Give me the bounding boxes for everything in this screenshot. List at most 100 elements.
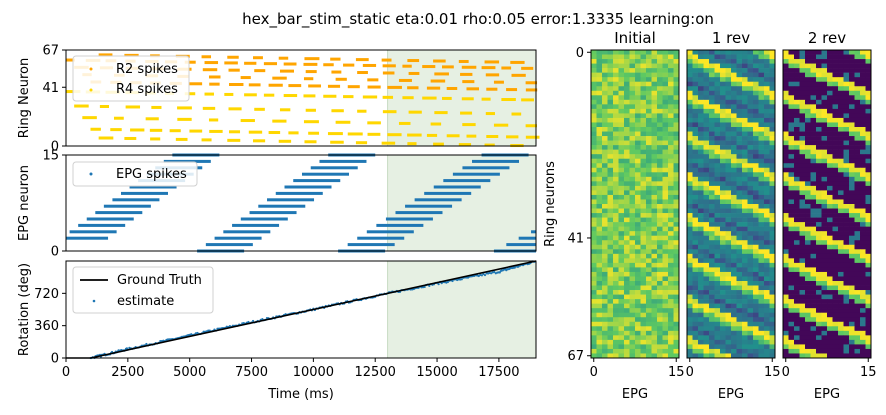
heatmap-cell — [860, 99, 866, 105]
heatmap-cell — [827, 308, 833, 314]
heatmap-cell — [805, 63, 811, 69]
heatmap-cell — [860, 290, 866, 295]
heatmap-cell — [673, 344, 680, 350]
heatmap-cell — [849, 140, 855, 146]
r4-spike-mark — [189, 129, 203, 133]
heatmap-cell — [607, 317, 614, 323]
heatmap-cell — [838, 199, 844, 205]
heatmap-cell — [668, 81, 674, 87]
heatmap-cell — [624, 81, 630, 87]
heatmap-cell — [657, 136, 663, 141]
heatmap-cell — [849, 344, 855, 350]
heatmap-cell — [591, 172, 597, 178]
heatmap-cell — [865, 235, 872, 241]
r2-spike-mark — [510, 60, 525, 64]
heatmap-cell — [832, 145, 839, 150]
heatmap-cell — [692, 145, 699, 150]
heatmap-cell — [816, 117, 822, 123]
heatmap-cell — [624, 167, 630, 173]
heatmap-cell — [849, 117, 855, 123]
heatmap-cell — [838, 321, 844, 327]
heatmap-cell — [662, 113, 669, 119]
heatmap-cell — [635, 303, 641, 309]
heatmap-cell — [651, 267, 658, 273]
heatmap-cell — [687, 244, 693, 250]
heatmap-cell — [805, 281, 811, 286]
heatmap-cell — [646, 344, 652, 350]
heatmap-cell — [624, 240, 630, 246]
heatmap-cell — [753, 190, 759, 196]
heatmap-cell — [810, 149, 817, 155]
heatmap-cell — [799, 348, 806, 354]
heatmap-cell — [613, 181, 619, 187]
heatmap-cell — [607, 90, 614, 96]
heatmap-cell — [714, 222, 721, 227]
heatmap-cell — [662, 108, 669, 114]
r4-spike-mark — [387, 133, 402, 137]
heatmap-cell — [799, 108, 806, 114]
heatmap-cell — [602, 267, 608, 273]
heatmap-cell — [698, 104, 704, 110]
heatmap-cell — [613, 235, 619, 241]
heatmap-cell — [662, 294, 669, 300]
heatmap-cell — [816, 335, 822, 341]
heatmap-cell — [742, 321, 748, 327]
heatmap-cell — [758, 348, 765, 354]
heatmap-cell — [596, 86, 603, 92]
heatmap-cell — [613, 127, 619, 132]
heatmap-cell — [753, 122, 759, 128]
heatmap-cell — [731, 108, 737, 114]
heatmap-cell — [758, 113, 765, 119]
heatmap-cell — [596, 176, 603, 182]
heatmap-cell — [821, 154, 828, 160]
heatmap-cell — [860, 108, 866, 114]
heatmap-cell — [860, 235, 866, 241]
heatmap-cell — [865, 122, 872, 128]
heatmap-cell — [673, 81, 680, 87]
heatmap-cell — [865, 258, 872, 264]
heatmap-cell — [758, 326, 765, 332]
heatmap-cell — [783, 267, 789, 273]
heatmap-cell — [849, 308, 855, 314]
heatmap-cell — [607, 244, 614, 250]
heatmap-cell — [692, 308, 699, 314]
heatmap-cell — [714, 154, 721, 160]
heatmap-cell — [651, 158, 658, 164]
heatmap-cell — [673, 299, 680, 304]
heatmap-cell — [692, 54, 699, 60]
heatmap-cell — [591, 194, 597, 200]
heatmap-cell — [736, 249, 743, 255]
estimate-point — [251, 319, 255, 323]
heatmap-cell — [657, 127, 663, 132]
estimate-point — [437, 283, 440, 286]
heatmap-cell — [709, 158, 715, 164]
heatmap-cell — [783, 249, 789, 255]
heatmap-cell — [692, 299, 699, 304]
heatmap-cell — [618, 176, 625, 182]
heatmap-cell — [843, 321, 850, 327]
heatmap-cell — [635, 240, 641, 246]
heatmap-cell — [747, 290, 754, 295]
heatmap-cell — [832, 262, 839, 268]
heatmap-cell — [747, 240, 754, 246]
heatmap-cell — [629, 281, 636, 286]
heatmap-cell — [646, 240, 652, 246]
heatmap-cell — [731, 303, 737, 309]
heatmap-cell — [810, 176, 817, 182]
heatmap-cell — [698, 217, 704, 223]
legend-epg-marker — [89, 172, 93, 176]
heatmap-cell — [769, 335, 776, 341]
heatmap-cell — [668, 149, 674, 155]
heatmap-cell — [758, 267, 765, 273]
heatmap-cell — [596, 90, 603, 96]
r2-spike-mark — [407, 59, 420, 63]
heatmap-cell — [640, 113, 647, 119]
heatmap-cell — [662, 308, 669, 314]
heatmap-cell — [788, 167, 795, 173]
heatmap-cell — [635, 348, 641, 354]
heatmap-cell — [687, 185, 693, 191]
heatmap-cell — [607, 213, 614, 218]
heatmap-cell — [668, 127, 674, 132]
heatmap-cell — [805, 226, 811, 232]
heatmap-cell — [709, 321, 715, 327]
